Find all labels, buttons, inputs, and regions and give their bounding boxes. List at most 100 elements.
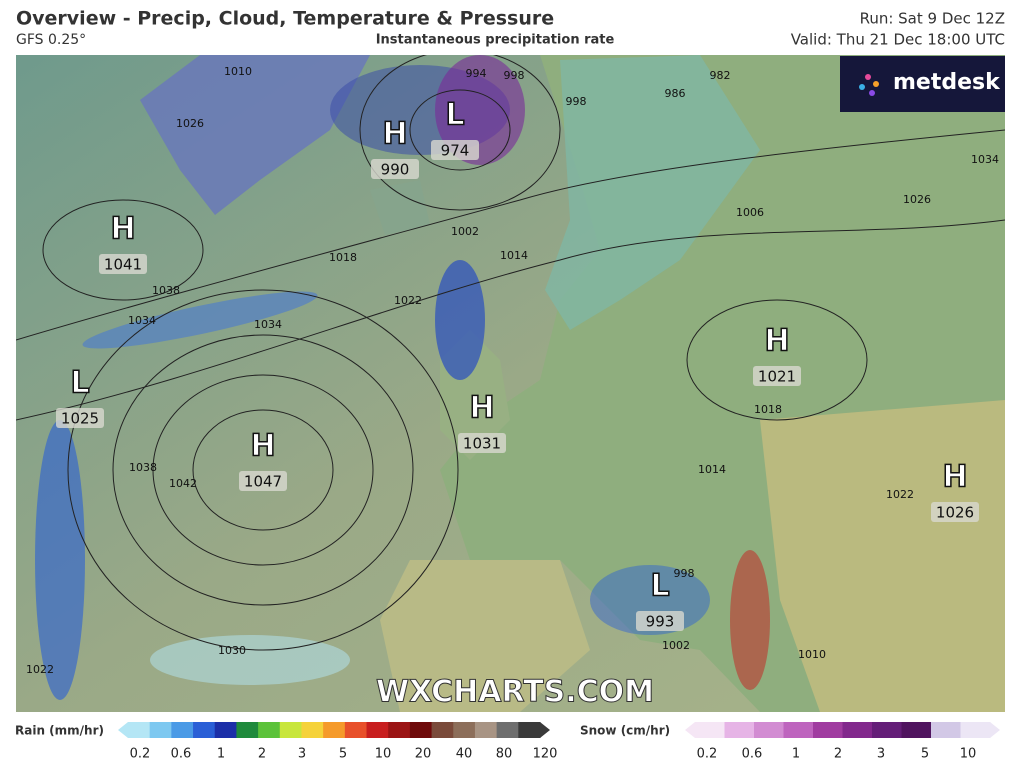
run: Run: Sat 9 Dec 12Z	[860, 10, 1005, 28]
pressure-symbol: L	[650, 569, 669, 604]
rain-legend-label: 0.2	[130, 747, 151, 762]
isobar-label: 994	[466, 67, 487, 80]
isobar-label: 1022	[26, 663, 54, 676]
rain-swatch	[258, 722, 281, 738]
isobar-label: 1034	[971, 153, 999, 166]
rain-swatch	[453, 722, 476, 738]
isobar-label: 1022	[886, 488, 914, 501]
rain-legend-label: 40	[456, 747, 473, 762]
rain-arrow-left	[118, 722, 128, 738]
snow-arrow-right	[990, 722, 1000, 738]
scandinavia	[545, 55, 760, 330]
isobar-label: 1034	[254, 318, 282, 331]
isobar-label: 1002	[451, 225, 479, 238]
isobar-label: 1030	[218, 644, 246, 657]
model: GFS 0.25°	[16, 32, 86, 48]
rain-legend-label: 80	[496, 747, 513, 762]
pressure-symbol: H	[382, 117, 407, 152]
rain-swatch	[388, 722, 411, 738]
isobar-label: 1034	[128, 314, 156, 327]
isobar-label: 1002	[662, 639, 690, 652]
snow-legend-label: 0.2	[697, 747, 718, 762]
rain-swatch	[236, 722, 259, 738]
precip-area	[435, 55, 525, 165]
pressure-value: 1026	[936, 504, 974, 522]
rain-arrow-right	[540, 722, 550, 738]
rain-swatch	[193, 722, 216, 738]
logo-icon	[859, 74, 879, 96]
pressure-value-box	[99, 254, 147, 274]
rain-legend-title: Rain (mm/hr)	[15, 724, 104, 738]
snow-swatch	[960, 722, 991, 738]
isobar-label: 1018	[329, 251, 357, 264]
pressure-symbol: H	[110, 212, 135, 247]
isobar-label: 1018	[754, 403, 782, 416]
precip-area	[150, 635, 350, 685]
rain-swatch	[128, 722, 151, 738]
pressure-value: 1041	[104, 256, 142, 274]
valid: Valid: Thu 21 Dec 18:00 UTC	[791, 31, 1005, 49]
pressure-value: 1021	[758, 368, 796, 386]
pressure-value: 990	[381, 161, 410, 179]
pressure-value: 1031	[463, 435, 501, 453]
pressure-symbol: H	[764, 324, 789, 359]
rain-swatch	[149, 722, 172, 738]
rain-swatch	[171, 722, 194, 738]
legend: 0.2 0.6 1 2 3 5 10 20 40 80 120 0.2 0.6 1 2 3 5 10	[118, 722, 1000, 762]
snow-swatch	[813, 722, 843, 738]
pressure-symbol: L	[445, 98, 464, 133]
rain-legend-label: 1	[217, 747, 225, 762]
isobar-label: 998	[504, 69, 525, 82]
pressure-value-box	[636, 611, 684, 631]
rain-legend-label: 0.6	[171, 747, 192, 762]
pressure-value-box	[458, 433, 506, 453]
rain-swatch	[214, 722, 237, 738]
rain-legend-label: 10	[375, 747, 392, 762]
isobar-label: 1010	[798, 648, 826, 661]
rain-swatch	[496, 722, 519, 738]
precip-area	[35, 420, 85, 700]
isobar-label: 998	[566, 95, 587, 108]
watermark: WXCHARTS.COM	[376, 675, 654, 710]
isobar-label: 1010	[224, 65, 252, 78]
pressure-value: 1025	[61, 410, 99, 428]
rain-legend-label: 3	[298, 747, 306, 762]
snow-swatch	[783, 722, 814, 738]
iceland	[370, 180, 430, 235]
precip-area	[730, 550, 770, 690]
rain-swatch	[431, 722, 454, 738]
snow-legend-label: 2	[834, 747, 842, 762]
rain-legend-label: 2	[258, 747, 266, 762]
isobar-label: 986	[665, 87, 686, 100]
pressure-value-box	[931, 502, 979, 522]
isobar-label: 1038	[152, 284, 180, 297]
rain-swatch	[518, 722, 541, 738]
snow-swatch	[754, 722, 784, 738]
snow-legend-label: 0.6	[742, 747, 763, 762]
isobar-label: 1022	[394, 294, 422, 307]
snow-legend-label: 1	[792, 747, 800, 762]
snow-swatch	[724, 722, 755, 738]
map-area	[16, 55, 1005, 712]
pressure-value-box	[239, 471, 287, 491]
pressure-symbol: H	[250, 429, 275, 464]
pressure-symbol: H	[942, 460, 967, 495]
rain-swatch	[409, 722, 433, 738]
east-land	[760, 400, 1005, 712]
snow-legend-title: Snow (cm/hr)	[580, 724, 670, 738]
snow-legend-label: 3	[877, 747, 885, 762]
logo: metdesk	[893, 70, 1001, 95]
rain-swatch	[323, 722, 346, 738]
pressure-symbol: H	[469, 391, 494, 426]
rain-swatch	[344, 722, 368, 738]
rain-swatch	[474, 722, 498, 738]
isobar-label: 1006	[736, 206, 764, 219]
rain-legend-label: 5	[339, 747, 347, 762]
title: Overview - Precip, Cloud, Temperature & …	[16, 8, 554, 30]
isobar-label: 1026	[176, 117, 204, 130]
greenland	[140, 55, 370, 215]
precip-area	[82, 291, 318, 349]
subtitle: Instantaneous precipitation rate	[376, 33, 615, 48]
isobar-label: 998	[674, 567, 695, 580]
